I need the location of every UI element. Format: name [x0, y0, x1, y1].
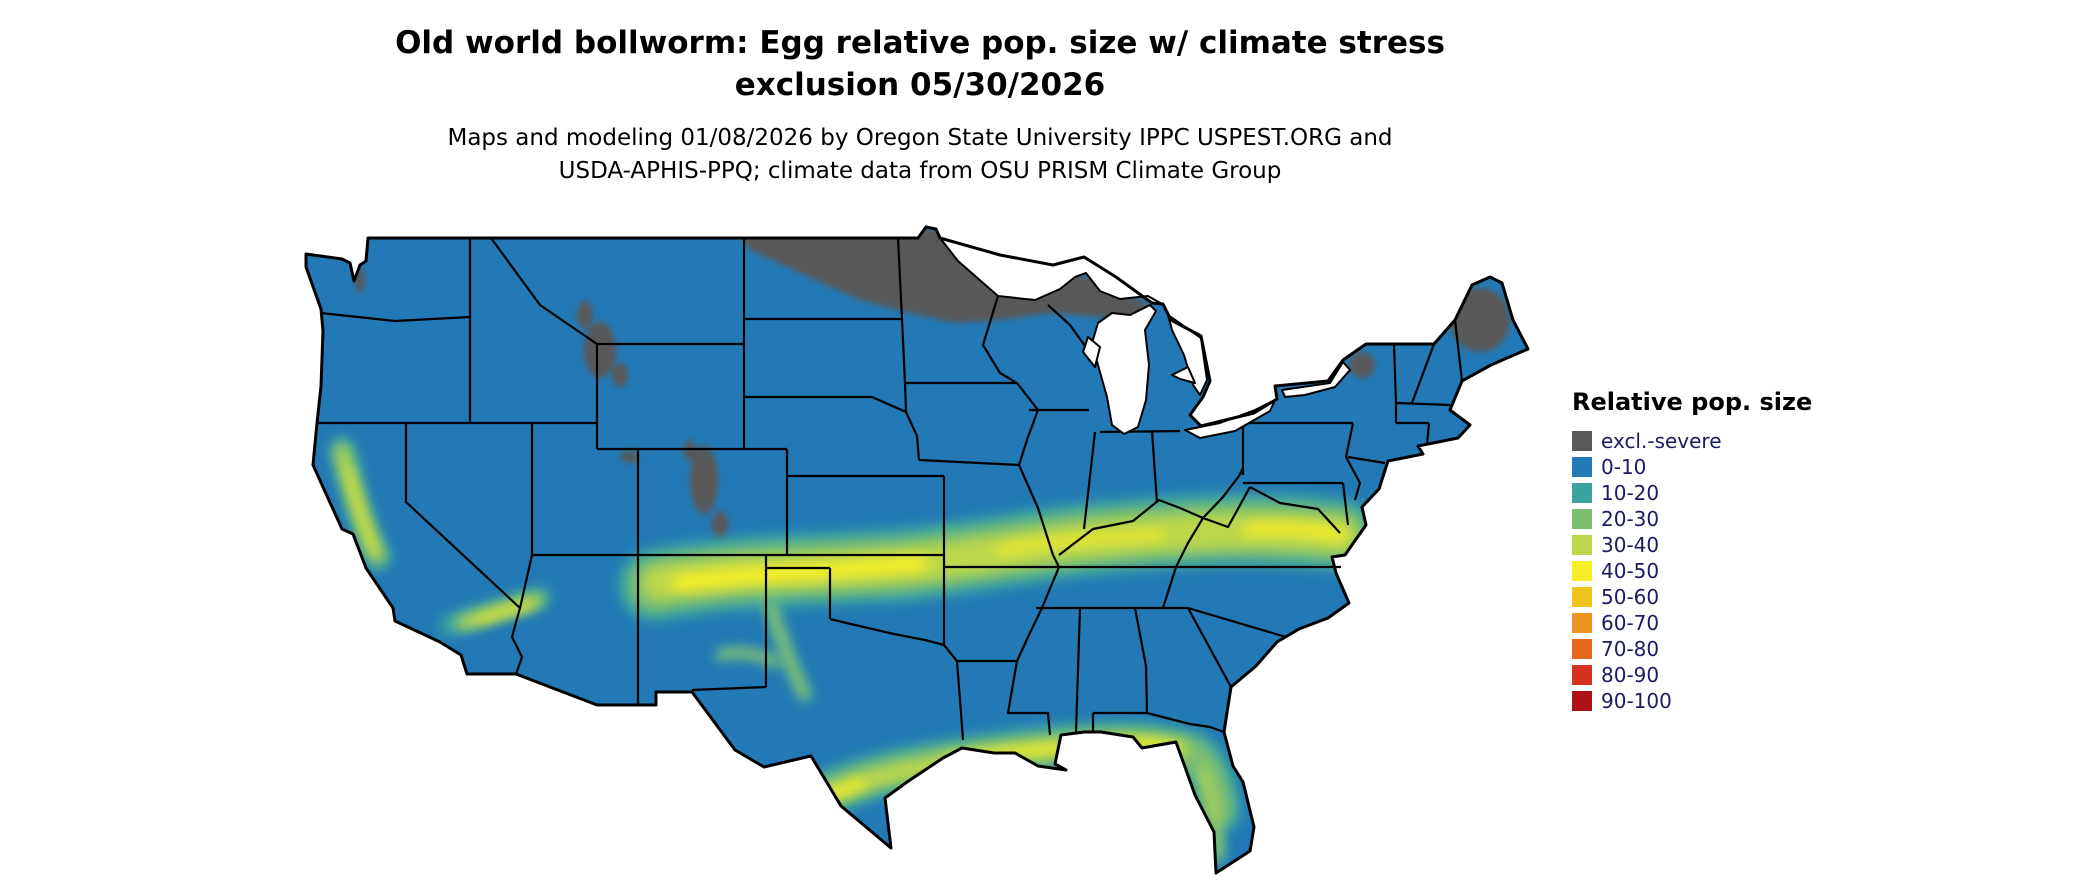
legend-label: 0-10	[1601, 455, 1647, 479]
legend-swatch	[1572, 431, 1592, 451]
legend-label: 10-20	[1601, 481, 1660, 505]
subtitle-line2: USDA-APHIS-PPQ; climate data from OSU PR…	[558, 158, 1282, 184]
lake-michigan	[1091, 304, 1157, 435]
legend-item: 40-50	[1572, 558, 1812, 584]
legend-title: Relative pop. size	[1572, 388, 1813, 416]
header: Old world bollworm: Egg relative pop. si…	[290, 22, 1550, 188]
legend-item: 60-70	[1572, 610, 1812, 636]
us-map-container	[300, 225, 1540, 892]
saginaw-bay	[1171, 366, 1196, 384]
subtitle-line1: Maps and modeling 01/08/2026 by Oregon S…	[447, 125, 1393, 151]
legend-label: 90-100	[1601, 689, 1672, 713]
legend-item: 0-10	[1572, 454, 1812, 480]
legend-label: 50-60	[1601, 585, 1660, 609]
excl-severe-regions	[355, 227, 1510, 539]
legend-swatch	[1572, 457, 1592, 477]
legend-swatch	[1572, 665, 1592, 685]
us-outline	[304, 225, 1530, 875]
legend-item: 90-100	[1572, 688, 1812, 714]
subtitle: Maps and modeling 01/08/2026 by Oregon S…	[290, 122, 1550, 188]
legend-label: 70-80	[1601, 637, 1660, 661]
legend-label: 30-40	[1601, 533, 1660, 557]
legend-item: 50-60	[1572, 584, 1812, 610]
legend-swatch	[1572, 587, 1592, 607]
legend-item: 70-80	[1572, 636, 1812, 662]
green-bay	[1082, 336, 1101, 368]
legend-swatch	[1572, 483, 1592, 503]
map-fill-layers	[306, 227, 1528, 873]
legend: Relative pop. size excl.-severe 0-10 10-…	[1572, 388, 1812, 714]
page-title-line2: exclusion 05/30/2026	[734, 67, 1106, 103]
legend-label: 80-90	[1601, 663, 1660, 687]
us-map	[304, 225, 1530, 875]
legend-swatch	[1572, 561, 1592, 581]
legend-label: 40-50	[1601, 559, 1660, 583]
legend-item: 30-40	[1572, 532, 1812, 558]
state-borders	[317, 237, 1464, 741]
legend-item: 10-20	[1572, 480, 1812, 506]
legend-item: 20-30	[1572, 506, 1812, 532]
legend-item: excl.-severe	[1572, 428, 1812, 454]
page-title-line1: Old world bollworm: Egg relative pop. si…	[395, 25, 1445, 61]
legend-swatch	[1572, 535, 1592, 555]
legend-label: 60-70	[1601, 611, 1660, 635]
legend-item: 80-90	[1572, 662, 1812, 688]
legend-label: excl.-severe	[1601, 429, 1722, 453]
legend-swatch	[1572, 691, 1592, 711]
legend-label: 20-30	[1601, 507, 1660, 531]
legend-swatch	[1572, 509, 1592, 529]
lake-ontario	[1281, 361, 1351, 398]
legend-swatch	[1572, 613, 1592, 633]
legend-swatch	[1572, 639, 1592, 659]
